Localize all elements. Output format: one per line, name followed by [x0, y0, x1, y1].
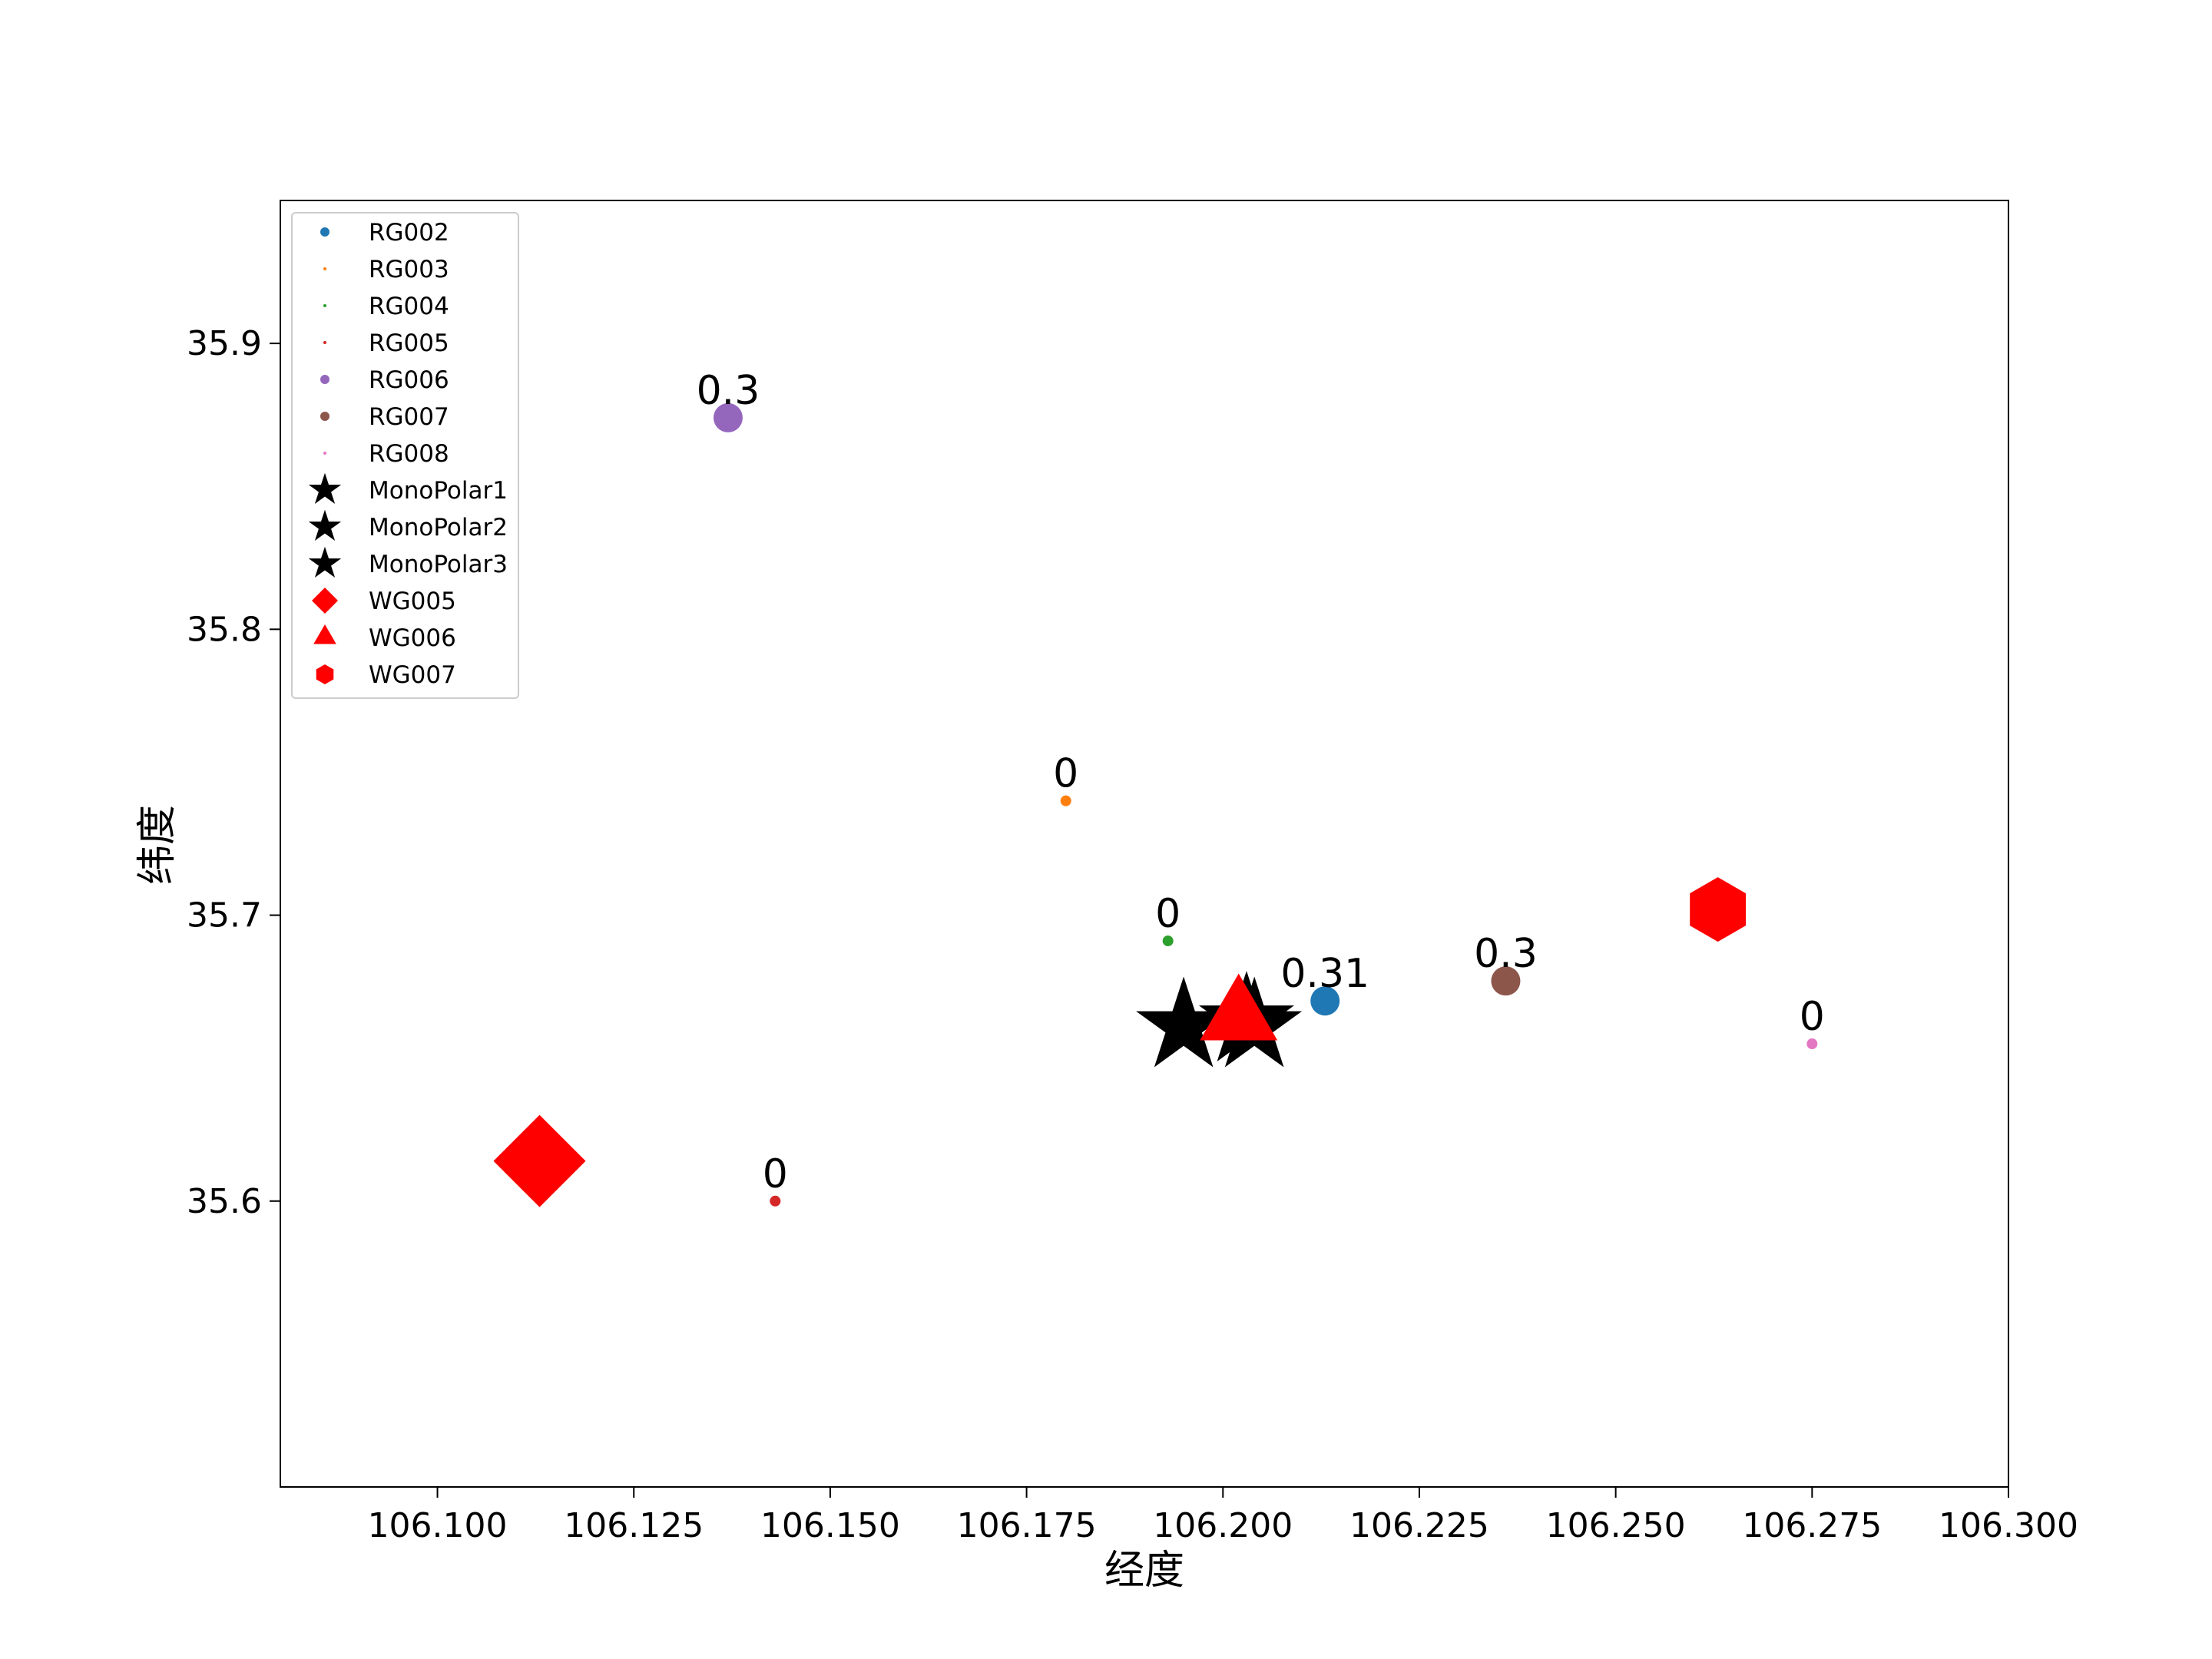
- point-label-rg006: 0.3: [697, 368, 760, 414]
- point-label-rg008: 0: [1800, 994, 1825, 1040]
- marker-wg005: [493, 1114, 586, 1207]
- legend-label-wg007: WG007: [369, 661, 456, 689]
- x-tick-label: 106.175: [957, 1506, 1097, 1545]
- marker-rg005: [770, 1195, 781, 1207]
- legend-label-rg007: RG007: [369, 403, 449, 431]
- legend-item-rg004: RG004: [323, 293, 449, 320]
- legend-item-rg002: RG002: [320, 219, 449, 247]
- legend-label-rg008: RG008: [369, 440, 449, 468]
- legend-frame: [291, 212, 519, 699]
- x-tick-label: 106.250: [1546, 1506, 1686, 1545]
- marker-rg003: [1060, 795, 1071, 806]
- y-axis-ticks: 35.6 35.7 35.8 35.9: [187, 324, 280, 1221]
- legend-item-wg006: WG006: [313, 624, 456, 652]
- legend-item-wg007: WG007: [316, 661, 456, 689]
- legend-label-rg002: RG002: [369, 219, 449, 247]
- legend-marker-rg007: [320, 412, 329, 421]
- marker-wg007: [1690, 877, 1746, 942]
- y-tick-label: 35.7: [187, 896, 262, 935]
- marker-rg004: [1162, 935, 1174, 947]
- legend-label-rg005: RG005: [369, 329, 449, 357]
- x-axis-ticks: 106.100 106.125 106.150 106.175 106.200 106.2…: [368, 1487, 2078, 1545]
- x-tick-label: 106.225: [1349, 1506, 1489, 1545]
- plot-frame: [280, 200, 2009, 1488]
- y-tick-label: 35.6: [187, 1182, 262, 1221]
- legend-item-rg003: RG003: [323, 256, 449, 283]
- legend-marker-monopolar3: [308, 546, 342, 578]
- point-labels: 0.31 0 0 0 0.3 0.3 0: [697, 368, 1825, 1197]
- x-tick-label: 106.150: [760, 1506, 900, 1545]
- point-label-rg007: 0.3: [1474, 931, 1538, 977]
- x-tick-label: 106.275: [1742, 1506, 1882, 1545]
- legend-label-rg003: RG003: [369, 256, 449, 283]
- legend-marker-rg002: [320, 227, 329, 237]
- legend-item-monopolar2: MonoPolar2: [308, 509, 508, 541]
- y-tick-label: 35.9: [187, 324, 262, 363]
- legend: RG002 RG003 RG004 RG005 RG006 RG007 RG008 MonoP…: [291, 212, 519, 699]
- legend-label-monopolar1: MonoPolar1: [369, 477, 508, 505]
- y-axis-label: 纬度: [134, 805, 180, 885]
- legend-item-rg008: RG008: [323, 440, 449, 468]
- legend-marker-wg007: [316, 664, 334, 684]
- x-tick-label: 106.100: [368, 1506, 508, 1545]
- x-axis-label: 经度: [1104, 1548, 1184, 1594]
- point-label-rg002: 0.31: [1280, 951, 1369, 997]
- legend-marker-rg008: [323, 452, 326, 455]
- legend-item-rg005: RG005: [323, 329, 449, 357]
- legend-item-rg007: RG007: [320, 403, 449, 431]
- legend-marker-rg003: [323, 267, 326, 270]
- marker-wg006: [1200, 973, 1278, 1041]
- legend-label-monopolar3: MonoPolar3: [369, 551, 508, 578]
- data-marks: [493, 402, 1818, 1207]
- legend-item-wg005: WG005: [312, 588, 456, 615]
- legend-marker-wg006: [313, 624, 336, 644]
- legend-item-monopolar3: MonoPolar3: [308, 546, 508, 578]
- legend-marker-monopolar1: [308, 472, 342, 505]
- legend-item-monopolar1: MonoPolar1: [308, 472, 508, 505]
- legend-marker-rg005: [323, 341, 326, 344]
- legend-label-rg006: RG006: [369, 366, 449, 394]
- legend-marker-wg005: [312, 588, 338, 614]
- legend-label-wg005: WG005: [369, 588, 456, 615]
- marker-rg006: [713, 402, 743, 432]
- point-label-rg005: 0: [763, 1151, 788, 1197]
- legend-label-rg004: RG004: [369, 293, 449, 320]
- x-tick-label: 106.300: [1939, 1506, 2078, 1545]
- x-tick-label: 106.125: [564, 1506, 704, 1545]
- point-label-rg003: 0: [1053, 751, 1078, 797]
- legend-marker-rg004: [323, 304, 326, 307]
- legend-label-monopolar2: MonoPolar2: [369, 514, 508, 541]
- marker-rg007: [1491, 966, 1521, 996]
- legend-item-rg006: RG006: [320, 366, 449, 394]
- legend-marker-monopolar2: [308, 509, 342, 541]
- marker-rg002: [1310, 986, 1340, 1016]
- legend-label-wg006: WG006: [369, 624, 456, 652]
- x-tick-label: 106.200: [1153, 1506, 1293, 1545]
- point-label-rg004: 0: [1155, 891, 1181, 937]
- marker-rg008: [1806, 1038, 1818, 1050]
- legend-marker-rg006: [320, 375, 329, 384]
- y-tick-label: 35.8: [187, 610, 262, 649]
